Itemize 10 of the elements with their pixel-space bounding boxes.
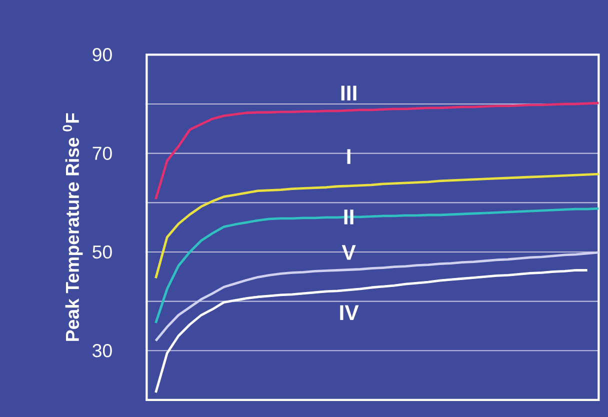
y-tick-label: 30 — [92, 344, 112, 358]
series-label: I — [347, 149, 350, 164]
y-tick-label: 70 — [92, 146, 112, 160]
y-tick-label: 50 — [92, 245, 112, 259]
line-series — [154, 172, 600, 280]
y-tick-label: 90 — [92, 48, 112, 62]
line-series — [154, 102, 600, 200]
y-axis-title: Peak Temperature Rise $^{0}$F — [62, 113, 83, 341]
series-label: III — [341, 86, 356, 100]
series-label: IV — [340, 305, 359, 320]
